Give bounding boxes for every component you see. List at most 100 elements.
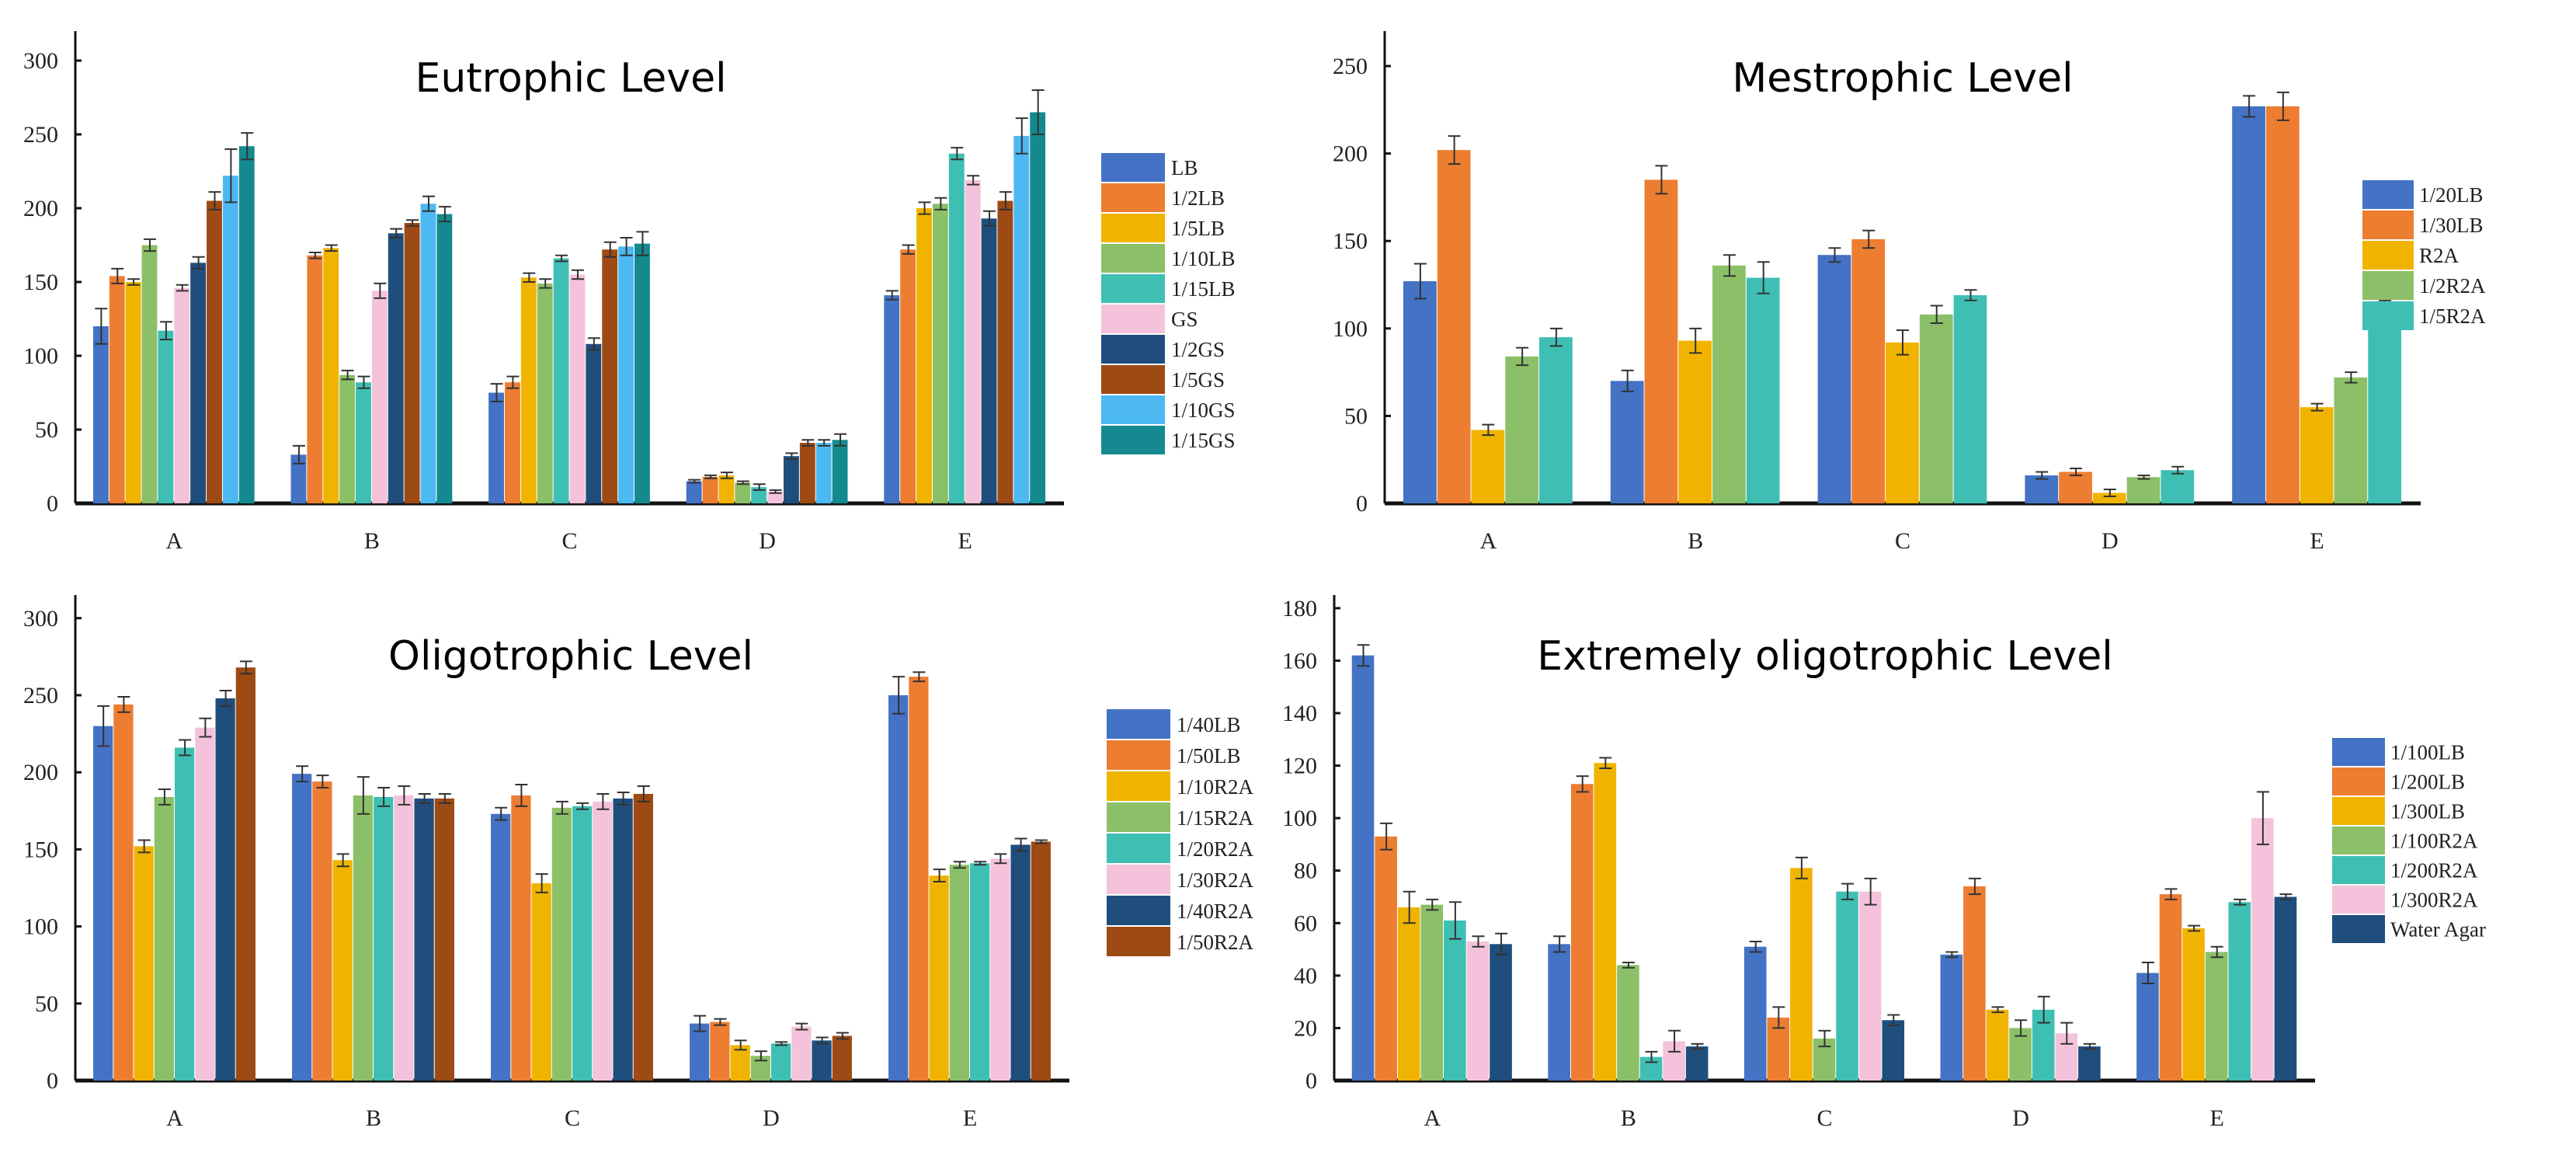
panel2-bar-15R2A-C <box>1953 295 1987 503</box>
panel1-bar-110LB-E <box>932 204 948 503</box>
panel3-bar-115R2A-A <box>154 796 174 1081</box>
panel2-bar-120LB-D <box>2025 475 2059 503</box>
panel2-bar-R2A-A <box>1471 430 1505 503</box>
panel3-bar-130R2A-E <box>990 858 1010 1081</box>
panel1-bar-115LB-A <box>158 330 174 503</box>
panel3-bar-150LB-C <box>511 795 531 1081</box>
panel1-bar-115GS-A <box>238 146 255 503</box>
panel4-bar-1300R2A-E <box>2251 818 2274 1081</box>
panel4-bar-1200LB-D <box>1963 886 1986 1081</box>
panel1-x-tick-label: D <box>759 528 776 554</box>
panel2-legend-swatch <box>2362 271 2414 300</box>
panel3-legend-label: 1/30R2A <box>1177 868 1254 892</box>
panel2-x-tick-label: C <box>1895 528 1910 554</box>
panel2-bar-120LB-C <box>1817 255 1851 503</box>
panel1-chart-title: Eutrophic Level <box>415 55 726 102</box>
panel4-y-tick-label: 120 <box>1282 754 1317 779</box>
panel2-bar-R2A-E <box>2300 407 2334 503</box>
panel4-bar-1300LB-C <box>1790 868 1813 1081</box>
panel3-y-tick-label: 200 <box>23 760 58 785</box>
panel2-bar-12R2A-C <box>1919 314 1953 503</box>
panel2-bar-130LB-C <box>1851 238 1886 503</box>
panel1-bar-GS-E <box>965 179 981 503</box>
panel1-bar-12LB-D <box>702 476 718 503</box>
panel3-y-tick-label: 150 <box>23 837 58 862</box>
panel3-bar-140LB-D <box>690 1023 710 1081</box>
panel3-bar-150LB-A <box>113 704 134 1081</box>
panel2-bar-120LB-A <box>1403 281 1437 503</box>
panel2-bar-120LB-E <box>2232 106 2265 503</box>
panel2-x-tick-label: D <box>2101 528 2119 554</box>
panel1-bar-LB-D <box>686 481 702 503</box>
panel4-bar-1300LB-A <box>1397 907 1420 1081</box>
panel1-x-tick-label: B <box>364 528 380 554</box>
panel3-bar-120R2A-D <box>771 1043 791 1081</box>
panel1-bar-15LB-D <box>718 475 735 503</box>
panel3-bar-110R2A-E <box>929 875 949 1081</box>
panel4-y-tick-label: 100 <box>1282 806 1317 831</box>
panel3-bar-140R2A-A <box>215 698 235 1081</box>
panel3-bar-130R2A-D <box>791 1026 812 1081</box>
panel1-bar-15GS-A <box>207 200 222 503</box>
panel3-legend-swatch <box>1107 927 1170 956</box>
panel4-bar-1300R2A-A <box>1466 941 1490 1081</box>
panel1-legend-swatch <box>1101 426 1165 454</box>
panel4-bar-1200R2A-E <box>2228 902 2251 1081</box>
panel3-chart-title: Oligotrophic Level <box>388 633 753 680</box>
panel4-bar-1100R2A-A <box>1420 904 1444 1081</box>
panel1-x-tick-label: C <box>561 528 577 554</box>
panel1-y-tick-label: 100 <box>23 343 58 369</box>
panel2-x-tick-label: A <box>1480 528 1497 554</box>
panel2-y-tick-label: 50 <box>1344 403 1368 429</box>
panel1-bar-110LB-B <box>339 374 356 503</box>
panel1-legend-swatch <box>1101 214 1165 242</box>
panel1-bar-15LB-C <box>520 277 537 503</box>
panel1-bar-LB-A <box>92 326 109 503</box>
panel4-y-tick-label: 160 <box>1282 648 1317 674</box>
panel4-y-tick-label: 60 <box>1294 910 1317 936</box>
panel3-x-tick-label: C <box>565 1105 580 1131</box>
panel3-bar-110R2A-D <box>730 1045 750 1081</box>
panel2-bar-130LB-A <box>1437 150 1471 504</box>
panel1-bar-LB-C <box>488 392 504 503</box>
panel2-chart-title: Mestrophic Level <box>1732 55 2073 102</box>
panel1-legend-swatch <box>1101 153 1165 182</box>
panel1-bar-12LB-B <box>307 255 323 503</box>
panel1-legend-swatch <box>1101 395 1165 424</box>
panel3-bar-140LB-A <box>93 726 113 1081</box>
panel1-bar-15GS-D <box>799 443 815 503</box>
panel1-legend-swatch <box>1101 365 1165 394</box>
panel1-bar-15GS-B <box>404 223 420 503</box>
panel4-legend-label: 1/200R2A <box>2390 858 2478 882</box>
panel1-legend-swatch <box>1101 335 1165 364</box>
panel2-bar-15R2A-B <box>1746 277 1780 503</box>
panel4-bar-1300R2A-C <box>1858 891 1882 1081</box>
panel2-bar-15R2A-A <box>1539 337 1573 503</box>
panel3-legend-label: 1/10R2A <box>1177 775 1254 799</box>
panel1-bar-12GS-D <box>783 456 799 503</box>
panel4-x-tick-label: A <box>1424 1105 1441 1131</box>
panel4-bar-1100R2A-B <box>1617 965 1639 1081</box>
panel4-legend-label: Water Agar <box>2390 917 2486 941</box>
panel1-y-tick-label: 50 <box>35 417 58 443</box>
panel3-bar-150R2A-D <box>832 1036 852 1081</box>
panel1-bar-115LB-B <box>356 382 371 503</box>
panel2-bar-R2A-B <box>1678 340 1712 503</box>
panel4-bar-1100LB-C <box>1743 946 1767 1081</box>
panel3-bar-115R2A-C <box>551 807 572 1081</box>
panel1-legend-label: LB <box>1171 156 1198 179</box>
panel4-x-tick-label: E <box>2210 1105 2224 1131</box>
panel3-bar-150R2A-C <box>633 793 653 1081</box>
panel1-bar-115LB-C <box>553 258 569 503</box>
panel1-bar-12LB-A <box>109 276 125 503</box>
panel4-x-tick-label: B <box>1621 1105 1636 1131</box>
panel4-bar-1200R2A-A <box>1444 920 1466 1081</box>
panel2-bar-R2A-C <box>1886 342 1919 503</box>
panel4-bar-WaterAgar-E <box>2274 896 2297 1081</box>
panel1-bar-12GS-C <box>586 343 602 503</box>
panel4-bar-1300LB-D <box>1986 1009 2009 1081</box>
panel3-bar-150LB-D <box>710 1022 730 1081</box>
panel3-bar-120R2A-A <box>175 747 195 1081</box>
panel3-bar-150LB-E <box>909 677 929 1081</box>
panel1-y-tick-label: 300 <box>23 48 58 74</box>
